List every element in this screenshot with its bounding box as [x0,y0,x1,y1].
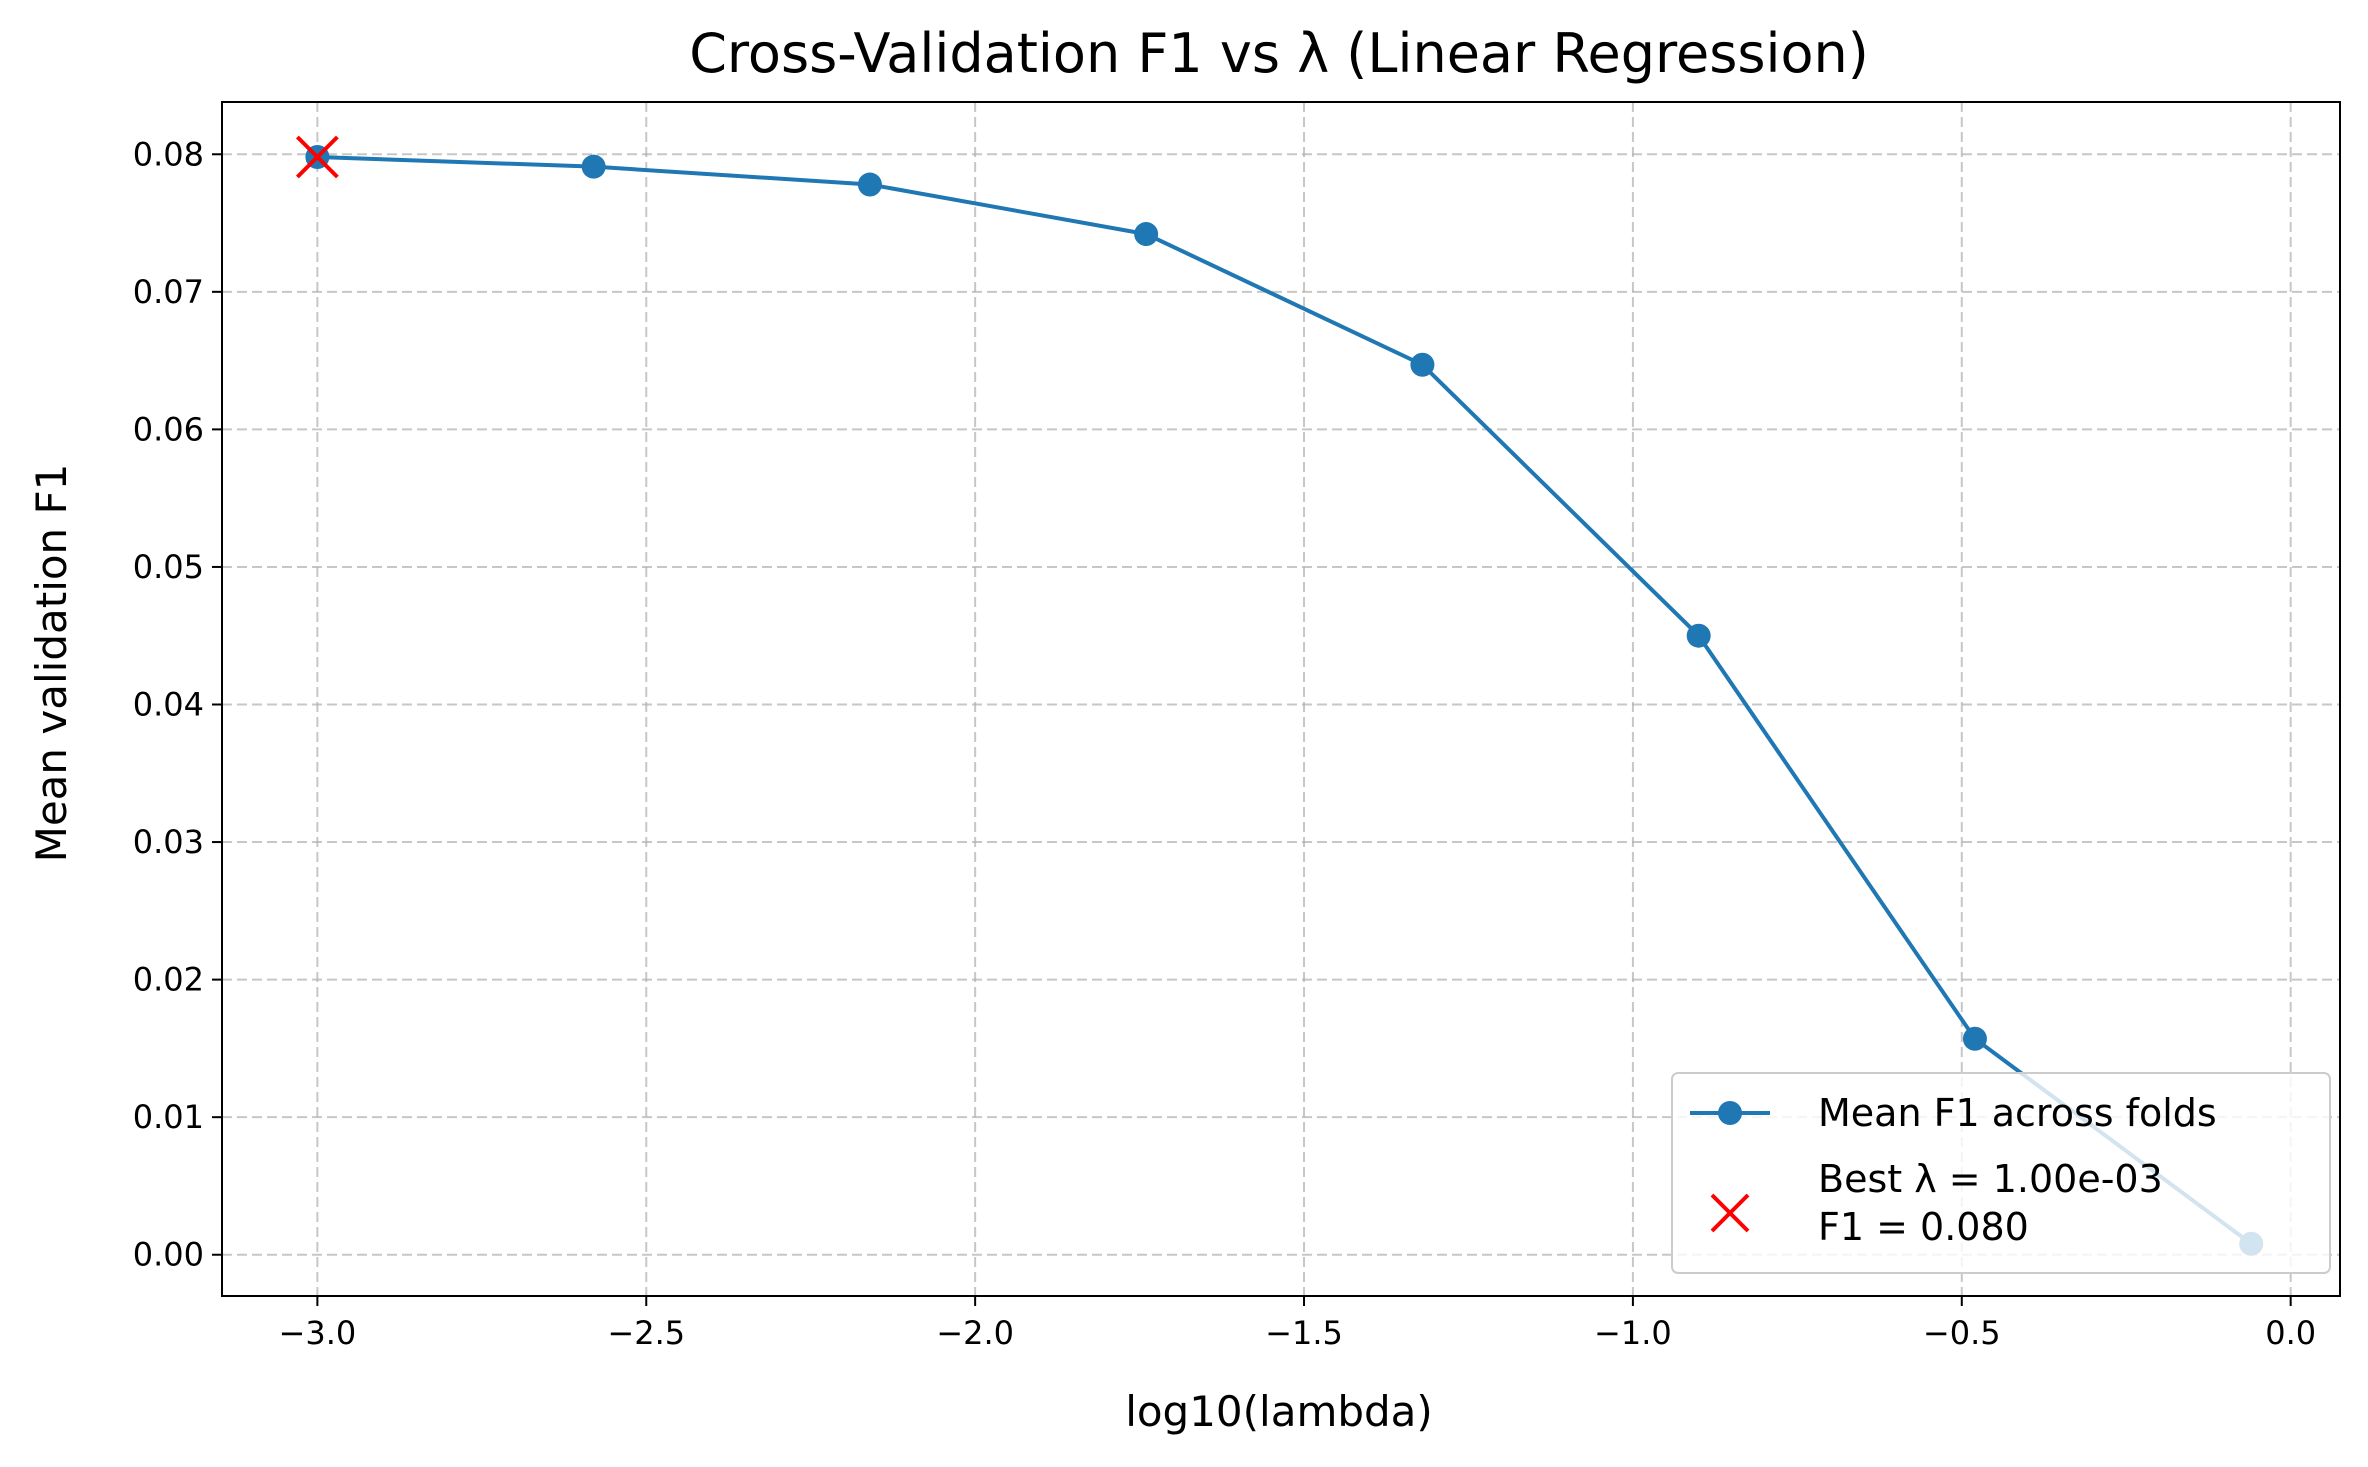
data-point [1410,352,1435,377]
y-tick-label: 0.08 [133,135,204,173]
x-tick-label: −3.0 [279,1314,357,1352]
x-tick-label: −0.5 [1923,1314,2001,1352]
legend-box [1671,1072,2331,1274]
y-tick-label: 0.03 [133,823,204,861]
legend-best-marker [1710,1193,1750,1233]
x-tick-label: −1.5 [1265,1314,1343,1352]
x-tick-label: −2.0 [936,1314,1014,1352]
best-point-x-stroke [295,135,339,179]
legend-best-label-line2: F1 = 0.080 [1818,1205,2029,1249]
x-tick-label: −1.0 [1594,1314,1672,1352]
x-tick-label: −2.5 [607,1314,685,1352]
x-tick-label: 0.0 [2265,1314,2316,1352]
data-point [1686,623,1711,648]
y-tick-label: 0.04 [133,686,204,724]
y-tick-label: 0.05 [133,548,204,586]
legend-series-label: Mean F1 across folds [1818,1091,2217,1135]
best-point-marker [295,135,339,179]
legend-best-label-line1: Best λ = 1.00e-03 [1818,1157,2163,1201]
data-point [581,154,606,179]
data-point [1134,222,1159,247]
chart-title: Cross-Validation F1 vs λ (Linear Regress… [689,22,1869,85]
legend-series-marker [1718,1101,1742,1125]
y-tick-label: 0.00 [133,1236,204,1274]
data-point [857,172,882,197]
x-axis-title: log10(lambda) [1125,1387,1433,1436]
y-axis-title: Mean validation F1 [27,464,76,863]
plot-frame [221,101,2341,1297]
y-tick-label: 0.07 [133,273,204,311]
legend: Mean F1 across folds Best λ = 1.00e-03F1 … [1671,1072,2331,1274]
plot-area: −3.0 −2.5 −2.0 −1.5 −1.0 −0.5 0.0 0.00 0.01 0.02 0… [133,101,2341,1352]
data-point [1962,1026,1987,1051]
y-tick-label: 0.06 [133,410,204,448]
series-line [317,155,2253,1246]
y-tick-label: 0.02 [133,961,204,999]
y-tick-label: 0.01 [133,1098,204,1136]
